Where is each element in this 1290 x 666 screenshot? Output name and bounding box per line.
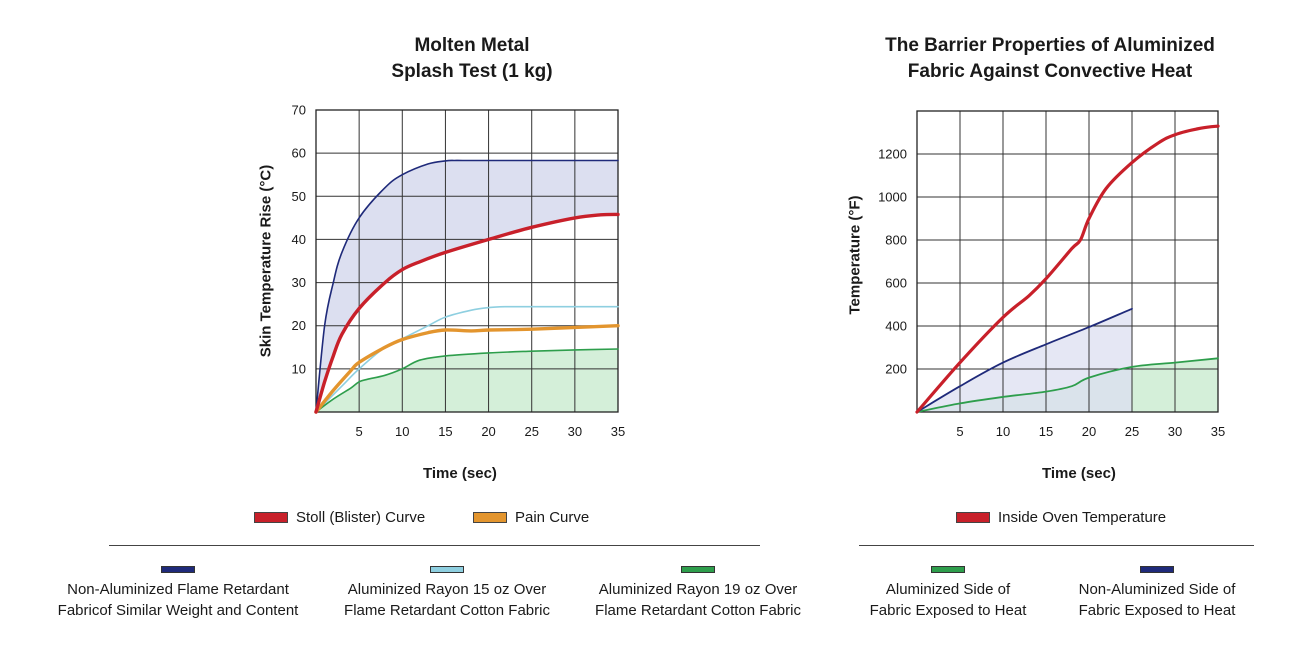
left-xtick-20: 20 xyxy=(481,424,495,439)
left-xtick-25: 25 xyxy=(524,424,538,439)
left-chart-title-line1: Molten Metal xyxy=(414,35,530,56)
right-ytick-600: 600 xyxy=(885,276,907,291)
left-chart-title: Molten Metal Splash Test (1 kg) xyxy=(312,33,632,85)
left-chart-title-line2: Splash Test (1 kg) xyxy=(391,61,553,82)
legend-rayon-15oz-swatch xyxy=(430,566,464,573)
legend-oven-temp: Inside Oven Temperature xyxy=(956,509,1166,526)
legend-pain-swatch xyxy=(473,512,507,523)
legend-non-aluminized-side-line2: Fabric Exposed to Heat xyxy=(1078,602,1236,619)
right-line-aluminized-side-of-fabric-exposed-to-hea xyxy=(916,357,1219,413)
legend-rayon-15oz-line1: Aluminized Rayon 15 oz Over xyxy=(347,581,547,598)
legend-aluminized-side-line2: Fabric Exposed to Heat xyxy=(869,602,1027,619)
legend-stoll-label: Stoll (Blister) Curve xyxy=(296,509,426,526)
legend-pain-label: Pain Curve xyxy=(515,509,590,526)
left-xtick-30: 30 xyxy=(568,424,582,439)
legend-non-aluminized-line2: Fabricof Similar Weight and Content xyxy=(57,602,299,619)
right-xtick-5: 5 xyxy=(956,424,963,439)
legend-aluminized-side: Aluminized Side of Fabric Exposed to Hea… xyxy=(853,566,1043,621)
right-divider xyxy=(859,545,1254,546)
legend-non-aluminized-side: Non-Aluminized Side of Fabric Exposed to… xyxy=(1057,566,1257,621)
left-chart: 5 10 15 20 25 30 35 10 20 30 40 50 60 70 xyxy=(292,103,626,440)
left-ytick-10: 10 xyxy=(292,361,306,376)
legend-rayon-19oz-line1: Aluminized Rayon 19 oz Over xyxy=(598,581,798,598)
right-chart-title-line1: The Barrier Properties of Aluminized xyxy=(885,35,1215,56)
right-ytick-800: 800 xyxy=(885,233,907,248)
left-line-non-aluminized-flame-retardant-fabricof- xyxy=(315,159,619,413)
left-xtick-15: 15 xyxy=(438,424,452,439)
legend-non-aluminized-side-swatch xyxy=(1140,566,1174,573)
left-plot-border xyxy=(315,109,619,413)
legend-aluminized-side-swatch xyxy=(931,566,965,573)
left-line-pain-curve xyxy=(314,324,620,414)
left-divider xyxy=(109,545,760,546)
left-fill-aluminized-rayon-19-oz-over-flame-retard xyxy=(316,349,618,412)
right-chart-title-line2: Fabric Against Convective Heat xyxy=(907,61,1193,82)
left-chart-ylabel: Skin Temperature Rise (°C) xyxy=(257,164,275,358)
right-chart-ylabel: Temperature (°F) xyxy=(846,195,864,315)
legend-rayon-19oz: Aluminized Rayon 19 oz Over Flame Retard… xyxy=(573,566,823,621)
left-chart-xlabel: Time (sec) xyxy=(423,465,497,482)
left-xtick-5: 5 xyxy=(356,424,363,439)
right-xtick-15: 15 xyxy=(1039,424,1053,439)
right-plot-border xyxy=(916,110,1219,413)
legend-rayon-15oz-line2: Flame Retardant Cotton Fabric xyxy=(344,602,550,619)
right-ytick-1200: 1200 xyxy=(878,147,907,162)
right-line-inside-oven-temperature xyxy=(915,124,1220,414)
legend-rayon-19oz-swatch xyxy=(681,566,715,573)
left-ytick-60: 60 xyxy=(292,146,306,161)
right-ytick-400: 400 xyxy=(885,319,907,334)
right-chart-xlabel: Time (sec) xyxy=(1042,465,1116,482)
legend-non-aluminized-fabric: Non-Aluminized Flame Retardant Fabricof … xyxy=(38,566,318,621)
right-ytick-1000: 1000 xyxy=(878,190,907,205)
right-xtick-35: 35 xyxy=(1211,424,1225,439)
legend-rayon-15oz: Aluminized Rayon 15 oz Over Flame Retard… xyxy=(322,566,572,621)
left-ytick-70: 70 xyxy=(292,103,306,118)
legend-non-aluminized-side-line1: Non-Aluminized Side of xyxy=(1078,581,1236,598)
right-xtick-20: 20 xyxy=(1082,424,1096,439)
legend-non-aluminized-line1: Non-Aluminized Flame Retardant xyxy=(67,581,289,598)
left-ytick-40: 40 xyxy=(292,232,306,247)
left-line-aluminized-rayon-19-oz-over-flame-retard xyxy=(315,348,619,413)
left-line-stoll-blister-curve xyxy=(314,212,620,414)
right-ytick-200: 200 xyxy=(885,362,907,377)
right-chart: 5 10 15 20 25 30 35 200 400 600 800 1000 1200 xyxy=(878,110,1225,439)
right-xtick-30: 30 xyxy=(1168,424,1182,439)
right-xtick-10: 10 xyxy=(996,424,1010,439)
left-line-aluminized-rayon-15-oz-over-flame-retard xyxy=(315,305,619,413)
right-chart-title: The Barrier Properties of Aluminized Fab… xyxy=(830,33,1270,85)
legend-non-aluminized-swatch xyxy=(161,566,195,573)
left-xtick-35: 35 xyxy=(611,424,625,439)
right-fill-non-aluminized-side-of-fabric-exposed-to xyxy=(917,308,1132,412)
legend-aluminized-side-line1: Aluminized Side of xyxy=(885,581,1011,598)
left-xtick-10: 10 xyxy=(395,424,409,439)
left-ytick-50: 50 xyxy=(292,189,306,204)
left-ytick-20: 20 xyxy=(292,318,306,333)
legend-oven-swatch xyxy=(956,512,990,523)
right-line-non-aluminized-side-of-fabric-exposed-to xyxy=(916,307,1133,413)
legend-stoll-swatch xyxy=(254,512,288,523)
legend-pain-curve: Pain Curve xyxy=(473,509,589,526)
left-ytick-30: 30 xyxy=(292,275,306,290)
right-xtick-25: 25 xyxy=(1125,424,1139,439)
legend-oven-label: Inside Oven Temperature xyxy=(998,509,1167,526)
legend-stoll-curve: Stoll (Blister) Curve xyxy=(254,509,425,526)
legend-rayon-19oz-line2: Flame Retardant Cotton Fabric xyxy=(595,602,801,619)
